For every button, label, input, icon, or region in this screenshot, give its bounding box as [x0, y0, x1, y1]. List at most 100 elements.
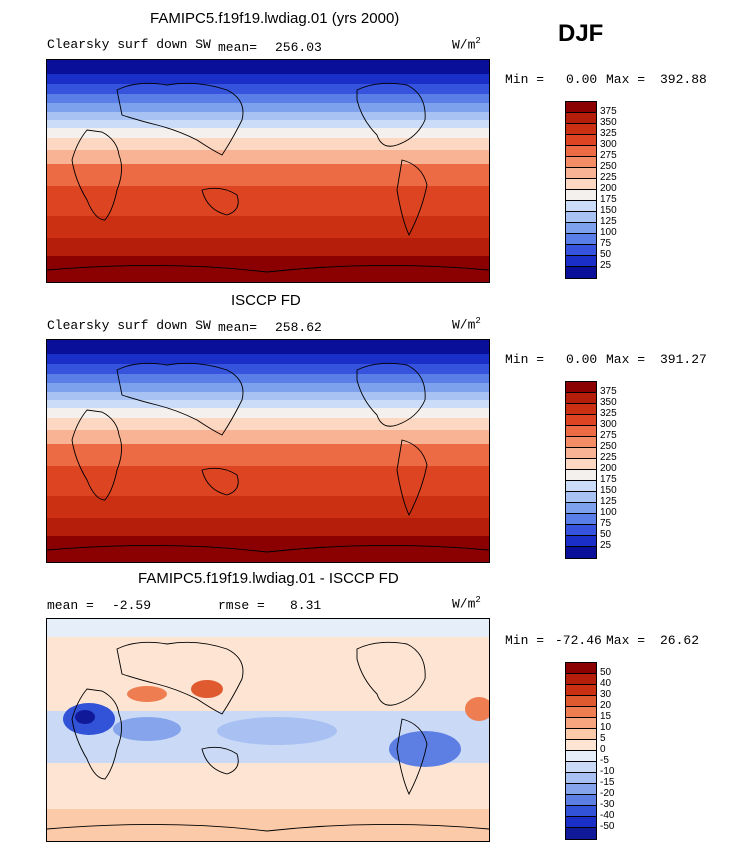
band-9 — [47, 418, 489, 430]
units-exponent: 2 — [475, 595, 481, 605]
panel3-max-label: Max = — [606, 633, 646, 648]
panel3-rmse-value: 8.31 — [290, 598, 322, 613]
colorbar-tick-label: 225 — [600, 172, 617, 183]
diff-band-north — [47, 619, 489, 637]
colorbar-swatch — [566, 459, 596, 470]
band-2 — [47, 74, 489, 84]
colorbar-swatch — [566, 382, 596, 393]
panel3-title: FAMIPC5.f19f19.lwdiag.01 - ISCCP FD — [138, 570, 399, 587]
colorbar-tick-label: 25 — [600, 260, 612, 271]
colorbar-swatch — [566, 547, 596, 558]
colorbar-tick-label: 30 — [600, 689, 612, 700]
band-2 — [47, 354, 489, 364]
colorbar-swatch — [566, 707, 596, 718]
panel1-max-label: Max = — [606, 72, 646, 87]
diff-blob — [217, 717, 337, 745]
panel1-variable: Clearsky surf down SW — [47, 37, 211, 52]
colorbar-tick-label: 75 — [600, 518, 612, 529]
diff-blob — [127, 686, 167, 702]
diff-blob — [75, 710, 95, 724]
colorbar-tick-label: 0 — [600, 744, 606, 755]
band-4 — [47, 94, 489, 103]
colorbar-swatch — [566, 179, 596, 190]
colorbar-tick-label: 50 — [600, 667, 612, 678]
colorbar-tick-label: 375 — [600, 386, 617, 397]
band-13 — [47, 496, 489, 518]
colorbar-swatch — [566, 256, 596, 267]
band-6 — [47, 392, 489, 400]
panel3-map — [46, 618, 490, 842]
colorbar-tick-label: 150 — [600, 205, 617, 216]
panel3-colorbar — [565, 662, 597, 840]
band-10 — [47, 150, 489, 164]
panel1-title: FAMIPC5.f19f19.lwdiag.01 (yrs 2000) — [150, 10, 400, 27]
colorbar-tick-label: 150 — [600, 485, 617, 496]
colorbar-swatch — [566, 201, 596, 212]
colorbar-swatch — [566, 448, 596, 459]
colorbar-swatch — [566, 674, 596, 685]
colorbar-tick-label: 325 — [600, 408, 617, 419]
panel1-min-label: Min = — [505, 72, 545, 87]
band-8 — [47, 408, 489, 418]
colorbar-tick-label: 250 — [600, 441, 617, 452]
units-text: W/m — [452, 37, 476, 53]
panel3-mean-label: mean = — [47, 598, 94, 613]
diff-blob — [465, 697, 489, 721]
panel3-mean-value: -2.59 — [112, 598, 152, 613]
colorbar-tick-label: 325 — [600, 128, 617, 139]
coastlines — [47, 82, 489, 273]
colorbar-tick-label: 10 — [600, 722, 612, 733]
colorbar-swatch — [566, 157, 596, 168]
colorbar-tick-label: 275 — [600, 150, 617, 161]
colorbar-tick-label: 250 — [600, 161, 617, 172]
colorbar-swatch — [566, 729, 596, 740]
panel1-colorbar — [565, 101, 597, 279]
colorbar-tick-label: 200 — [600, 463, 617, 474]
band-15 — [47, 256, 489, 282]
band-1 — [47, 60, 489, 74]
colorbar-tick-label: 300 — [600, 419, 617, 430]
colorbar-swatch — [566, 806, 596, 817]
colorbar-swatch — [566, 124, 596, 135]
colorbar-swatch — [566, 481, 596, 492]
coastlines — [47, 641, 489, 832]
colorbar-tick-label: 25 — [600, 540, 612, 551]
band-10 — [47, 430, 489, 444]
colorbar-swatch — [566, 503, 596, 514]
band-13 — [47, 216, 489, 238]
colorbar-swatch — [566, 817, 596, 828]
panel3-rmse-label: rmse = — [218, 598, 265, 613]
colorbar-tick-label: -40 — [600, 810, 615, 821]
band-5 — [47, 103, 489, 112]
panel2-variable: Clearsky surf down SW — [47, 318, 211, 333]
colorbar-swatch — [566, 135, 596, 146]
colorbar-swatch — [566, 168, 596, 179]
colorbar-tick-label: 15 — [600, 711, 612, 722]
band-11 — [47, 444, 489, 466]
band-6 — [47, 112, 489, 120]
colorbar-swatch — [566, 212, 596, 223]
band-3 — [47, 84, 489, 94]
panel1-min-value: 0.00 — [566, 72, 598, 87]
colorbar-tick-label: 5 — [600, 733, 606, 744]
colorbar-tick-label: 350 — [600, 397, 617, 408]
colorbar-tick-label: 50 — [600, 249, 612, 260]
panel3-max-value: 26.62 — [660, 633, 700, 648]
colorbar-tick-label: 50 — [600, 529, 612, 540]
band-12 — [47, 186, 489, 216]
colorbar-swatch — [566, 234, 596, 245]
diff-blob — [191, 680, 223, 698]
colorbar-tick-label: -20 — [600, 788, 615, 799]
panel2-colorbar — [565, 381, 597, 559]
colorbar-swatch — [566, 536, 596, 547]
units-text: W/m — [452, 317, 476, 333]
colorbar-swatch — [566, 492, 596, 503]
colorbar-tick-label: 200 — [600, 183, 617, 194]
colorbar-swatch — [566, 437, 596, 448]
colorbar-swatch — [566, 718, 596, 729]
units-exponent: 2 — [475, 36, 481, 46]
season-label: DJF — [558, 20, 604, 47]
band-7 — [47, 400, 489, 408]
colorbar-swatch — [566, 773, 596, 784]
colorbar-tick-label: -15 — [600, 777, 615, 788]
